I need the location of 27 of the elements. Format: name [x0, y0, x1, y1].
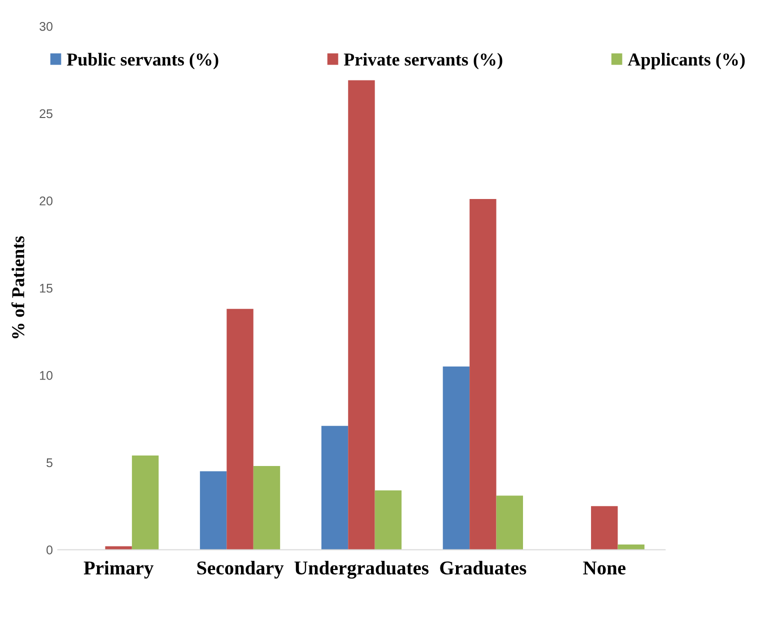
y-tick-label: 20 [40, 196, 52, 206]
bar [591, 506, 618, 550]
bar [470, 198, 496, 550]
y-tick-label: 0 [46, 546, 52, 554]
y-axis-title: % of Patients [11, 236, 24, 338]
y-tick-label: 5 [46, 458, 52, 468]
x-tick-label: Primary [84, 560, 154, 579]
bar [496, 496, 524, 550]
y-tick-label: 15 [40, 284, 52, 293]
bar [442, 366, 470, 550]
y-tick-label: 10 [40, 371, 52, 380]
x-tick-label: Secondary [197, 560, 284, 579]
legend-label: Applicants (%) [628, 52, 745, 70]
bar [374, 490, 402, 550]
x-tick-label: Graduates [440, 560, 526, 575]
bar [321, 426, 348, 550]
x-tick-label: None [583, 562, 626, 575]
bar [348, 80, 375, 550]
y-tick-label: 30 [40, 22, 52, 31]
bar [200, 471, 227, 550]
y-tick-label: 25 [40, 109, 52, 118]
x-tick-label: Undergraduates [294, 560, 429, 579]
legend-label: Private servants (%) [344, 52, 502, 70]
bar [132, 456, 159, 550]
legend-label: Public servants (%) [66, 52, 218, 70]
bar [226, 308, 254, 550]
bar [253, 466, 280, 550]
